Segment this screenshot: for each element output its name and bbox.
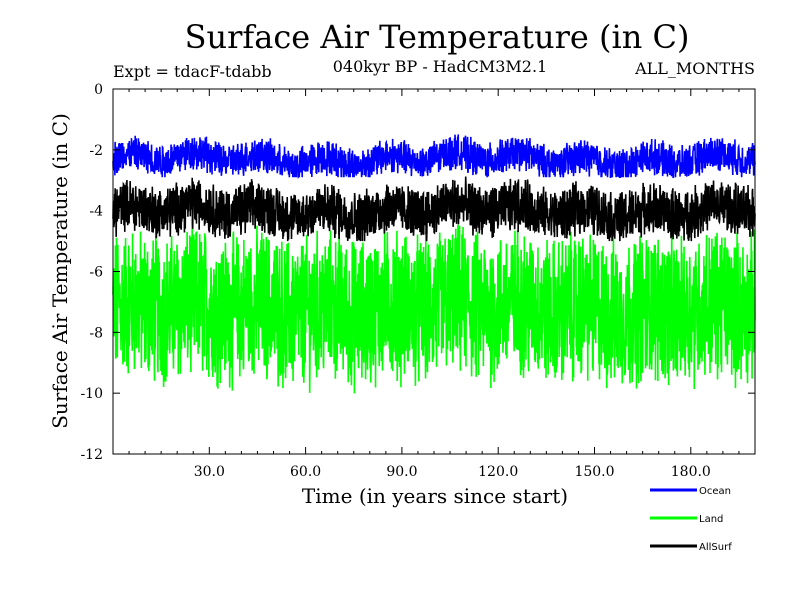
y-tick-label: -8 [89,325,103,341]
chart-experiment: Expt = tdacF-tdabb [113,62,272,81]
legend-label-land: Land [699,514,723,525]
legend: Ocean Land AllSurf [650,486,732,553]
x-tick-label: 150.0 [574,464,614,480]
series-line-allsurf [112,176,756,242]
axes: 30.0 60.0 90.0 120.0 150.0 180.0 0 -2 -4 -6 -8 -10 -… [80,82,755,480]
y-axis-label: Surface Air Temperature (in C) [48,113,72,429]
series-line-ocean [112,134,756,180]
x-tick-label: 180.0 [671,464,711,480]
x-tick-label: 90.0 [386,464,417,480]
y-tick-label: -10 [80,386,103,402]
x-tick-label: 30.0 [194,464,225,480]
plot-series [112,134,756,394]
y-tick-label: -4 [89,204,103,220]
legend-label-ocean: Ocean [699,486,731,497]
y-tick-label: -2 [89,143,103,159]
x-tick-label: 60.0 [290,464,321,480]
chart-title: Surface Air Temperature (in C) [185,18,690,56]
series-line-land [112,219,756,394]
chart-period: ALL_MONTHS [634,59,755,78]
chart-subtitle: 040kyr BP - HadCM3M2.1 [333,57,547,76]
y-tick-label: 0 [94,82,103,98]
x-tick-label: 120.0 [478,464,518,480]
y-tick-label: -6 [89,265,103,281]
y-tick-label: -12 [80,447,103,463]
legend-label-allsurf: AllSurf [699,542,732,553]
x-axis-label: Time (in years since start) [302,484,568,508]
